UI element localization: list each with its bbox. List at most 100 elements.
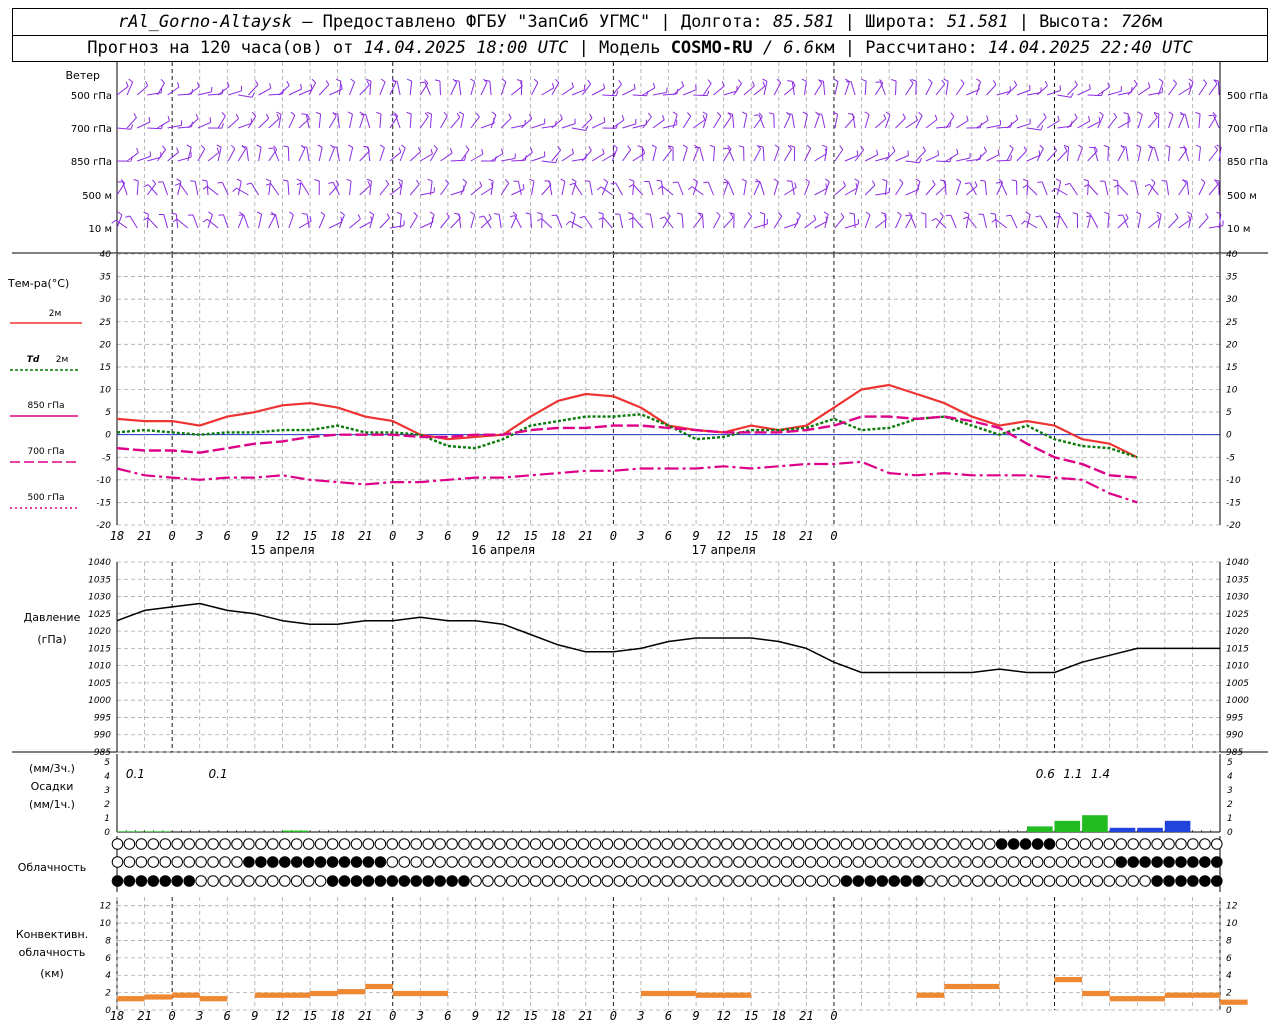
conv-bar [1220,999,1248,1005]
wind-barb [976,119,989,129]
wind-barb-feather [864,111,870,115]
day-label: 15 апреля [250,543,314,557]
cloud-symbol [1103,838,1116,850]
wind-barb-feather [647,112,652,118]
wind-barb [895,182,904,196]
wind-barb-feather [445,179,449,184]
wind-barb [367,147,371,162]
cloud-symbol [900,838,912,850]
wind-barb [996,159,1011,162]
precip-sum-label: 1.4 [1091,767,1110,781]
wind-barb-feather [537,218,542,222]
cloud-symbol [1067,875,1080,887]
wind-barb-feather [1174,213,1179,218]
wind-barb-feather [1055,211,1061,215]
cloud-symbol [338,838,351,850]
wind-barb-feather [1098,116,1101,122]
wind-barb-feather [400,144,406,149]
wind-barb-feather [716,112,722,117]
cloud-symbol [912,838,924,850]
wind-barb [298,89,313,96]
wind-barb-feather [1123,112,1129,115]
conv-bar [916,992,945,998]
precip-title: Осадки [31,780,74,793]
wind-barb-feather [525,212,531,215]
wind-barb-feather [1161,180,1167,182]
wind-barb-feather [120,179,125,184]
wind-level-label-left: 700 гПа [71,124,112,135]
wind-barb [1127,83,1138,96]
wind-barb-feather [642,148,646,154]
wind-barb-feather [379,144,385,149]
wind-barb [217,147,222,162]
wind-level-label-left: 850 гПа [71,157,112,168]
wind-barb-feather [306,113,310,119]
temp-ytick-left: 20 [100,340,112,350]
wind-barb [511,124,526,129]
wind-barb-feather [241,145,247,148]
cloud-symbol [398,856,411,868]
wind-barb-feather [571,178,577,183]
wind-barb-feather [702,111,708,115]
wind-barb [273,147,280,162]
wind-barb [791,81,795,96]
cloud-symbol [792,856,805,868]
cloud-symbol [960,875,972,887]
wind-barb-feather [610,182,616,185]
press-ytick-right: 1000 [1226,696,1249,706]
cloud-symbol [601,856,614,868]
wind-barb-feather [1144,183,1150,187]
wind-barb-feather [628,217,634,221]
wind-barb [905,160,920,164]
wind-barb [556,214,563,229]
wind-barb [1166,181,1169,196]
wind-barb [1198,147,1201,162]
wind-barb [1168,83,1178,96]
wind-barb [853,213,856,229]
press-ytick-right: 990 [1226,731,1243,741]
temp-x-tick: 18 [330,529,344,543]
cloud-symbol [506,856,518,868]
press-ytick-left: 1020 [88,627,111,637]
wind-barb-feather [911,79,917,82]
wind-barb [460,114,465,129]
press-ytick-right: 1035 [1226,575,1249,585]
wind-barb-feather [751,81,755,87]
wind-barb [136,121,151,129]
wind-barb [1198,83,1208,96]
cloud-symbol [123,838,136,850]
precip-ytick-right: 0 [1227,828,1233,838]
wind-barb [517,181,522,196]
cloud-symbol [1007,838,1020,850]
wind-barb [723,116,732,129]
wind-barb-feather [697,212,703,215]
wind-barb [864,80,867,96]
wind-barb-feather [585,125,589,131]
wind-barb [693,94,708,97]
wind-barb-feather [488,213,492,219]
wind-barb [1057,94,1072,98]
wind-barb [147,217,158,229]
cloud-symbol [733,875,745,887]
cloud-symbol [685,838,697,850]
wind-barb [1157,214,1162,229]
wind-barb [359,220,373,229]
wind-barb [369,214,375,229]
wind-barb [1168,147,1171,162]
wind-barb [895,80,897,96]
cloud-symbol [326,856,339,868]
cloud-symbol [267,856,279,868]
wind-barb-feather [462,178,467,183]
wind-barb [762,146,765,162]
temp-x-tick: 3 [636,529,644,543]
cloud-symbol [231,875,243,887]
wind-barb-feather [565,220,571,226]
conv-bar [365,983,393,990]
cloud-symbol [518,875,530,887]
wind-barb [982,214,987,229]
wind-barb-feather [778,212,783,217]
wind-barb [136,180,139,196]
wind-barb [332,182,340,196]
wind-barb-feather [1188,82,1191,88]
wind-barb [1087,94,1102,97]
